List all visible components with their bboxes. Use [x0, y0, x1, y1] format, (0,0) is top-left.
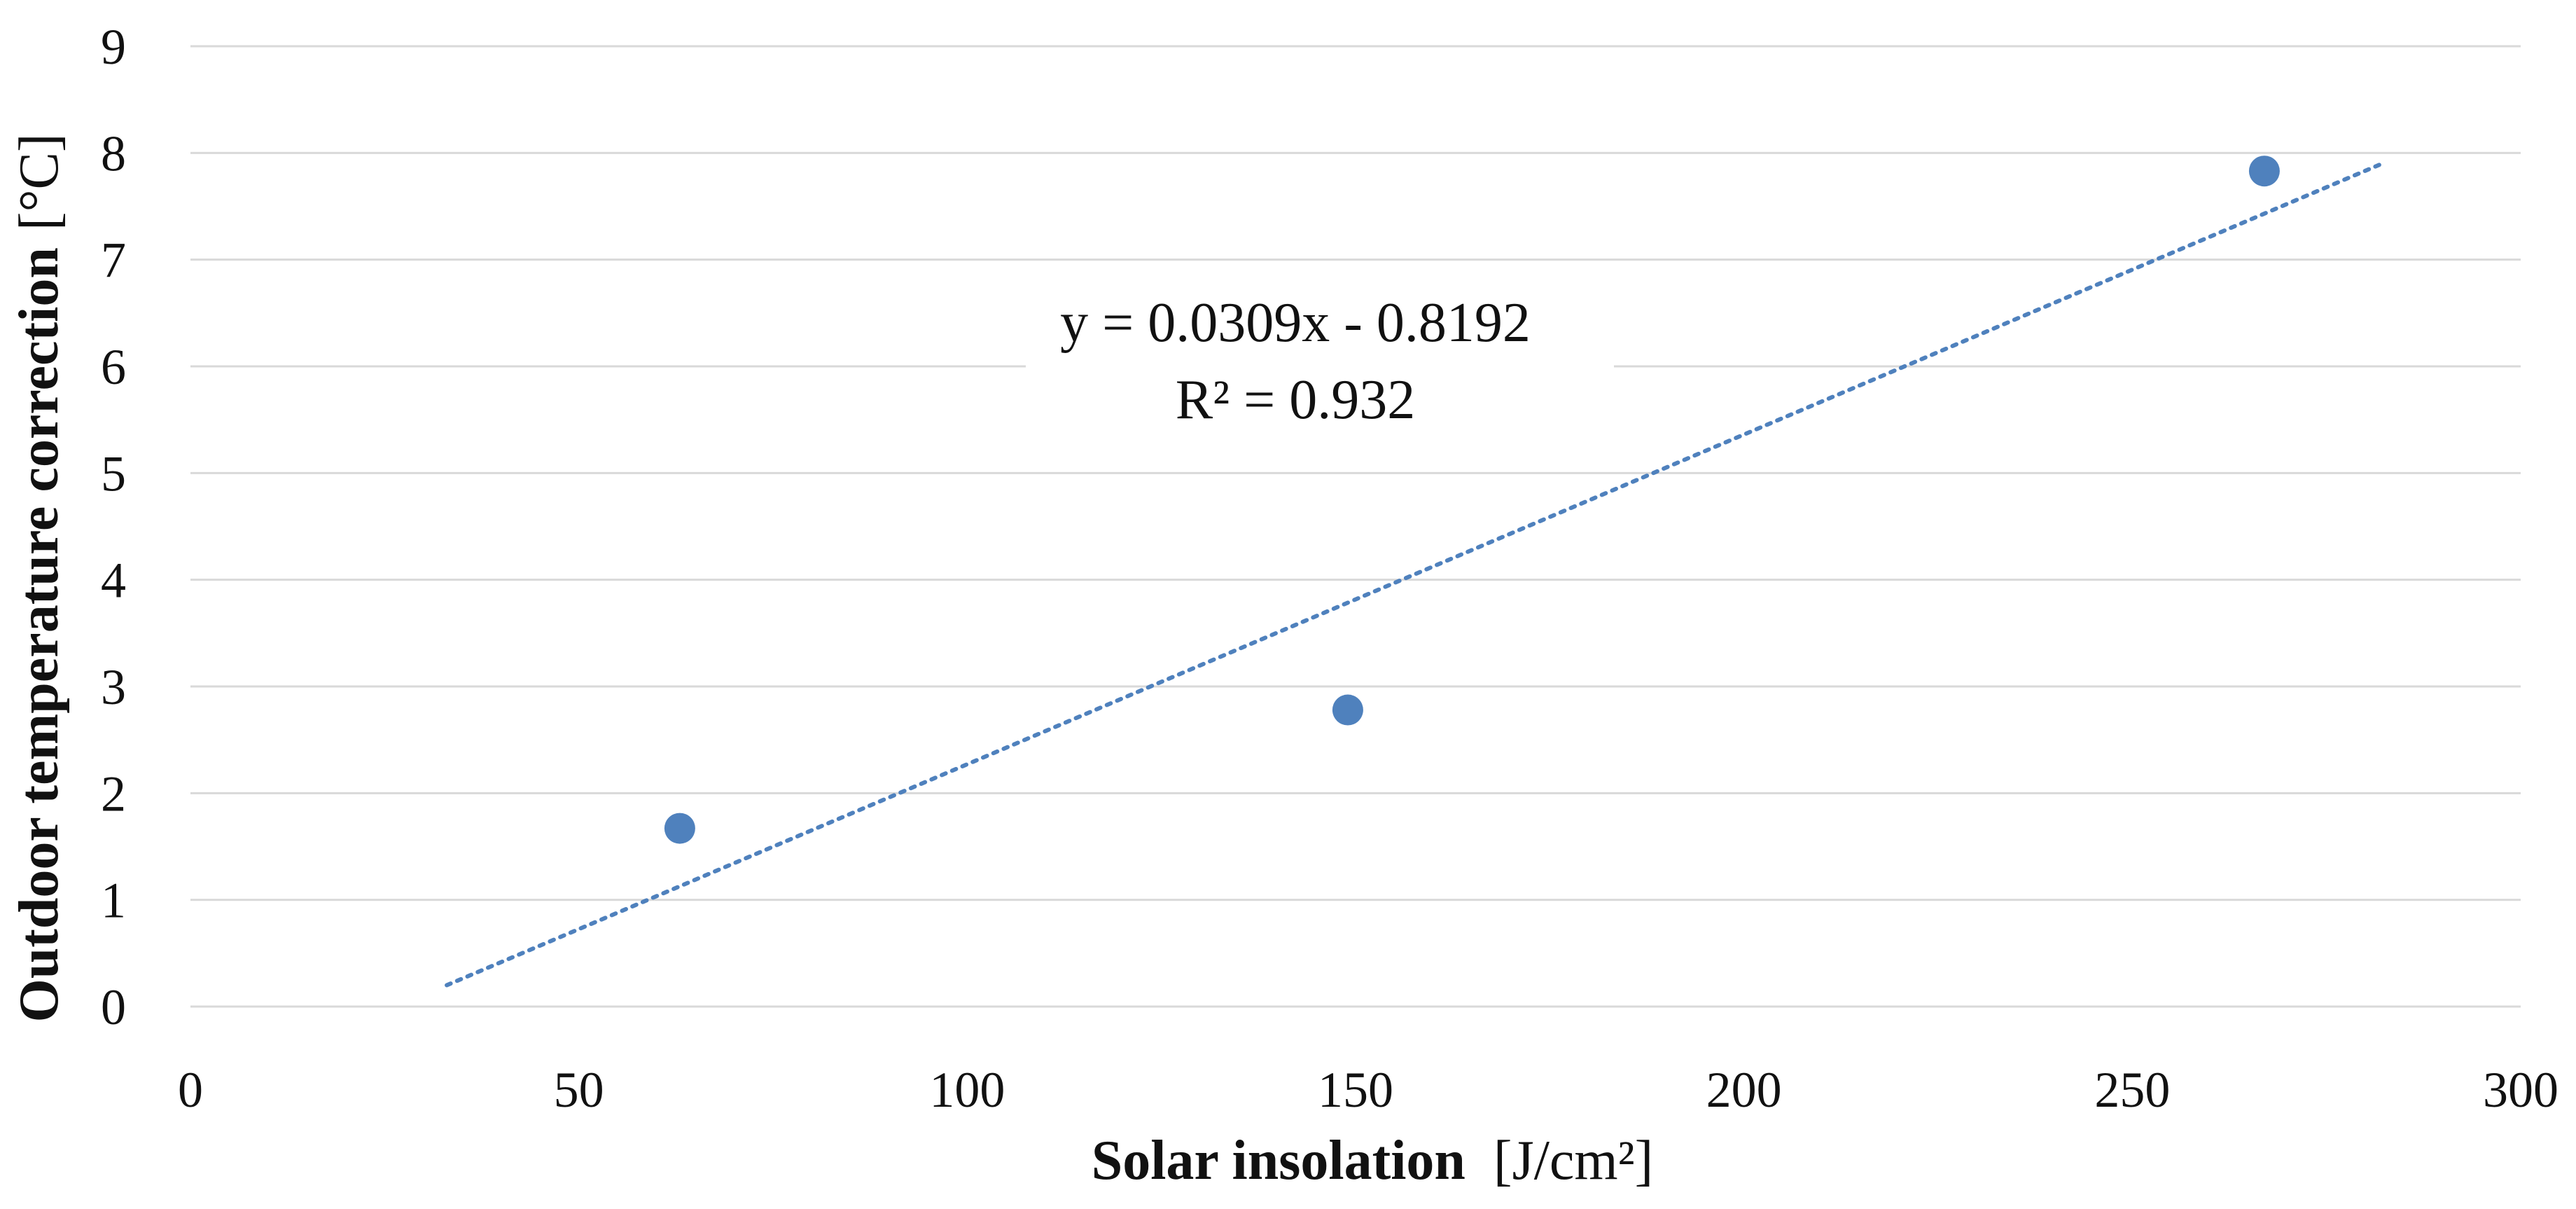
x-axis-title: Solar insolation [J/cm²]: [1092, 1130, 1654, 1191]
y-tick-label: 5: [101, 445, 126, 502]
data-point: [664, 813, 695, 844]
x-axis-label: Solar insolation: [1092, 1130, 1465, 1191]
data-point: [1332, 694, 1363, 726]
gridlines: [190, 45, 2521, 1008]
y-tick-label: 1: [101, 873, 126, 929]
trendline: [445, 162, 2383, 988]
y-axis-unit: [°C]: [8, 133, 70, 230]
y-tick-label: 0: [101, 979, 126, 1035]
x-tick-label: 50: [554, 1062, 604, 1118]
y-tick-label: 6: [101, 339, 126, 395]
x-tick-label: 150: [1318, 1062, 1393, 1118]
trendline-layer: [445, 162, 2383, 988]
x-tick-label: 250: [2094, 1062, 2170, 1118]
y-tick-label: 3: [101, 659, 126, 715]
trendline-equation: y = 0.0309x - 0.8192: [1060, 292, 1531, 354]
tick-labels: 0 1 2 3 4 5 6 7 8 9 0 50 100 150 200 250 300: [101, 19, 2558, 1118]
x-tick-label: 100: [929, 1062, 1005, 1118]
y-tick-label: 4: [101, 553, 126, 609]
y-axis-label: Outdoor temperature correction: [8, 247, 70, 1022]
y-tick-label: 9: [101, 19, 126, 75]
y-tick-label: 2: [101, 766, 126, 822]
y-tick-label: 8: [101, 125, 126, 181]
x-tick-label: 300: [2483, 1062, 2558, 1118]
trendline-r-squared: R² = 0.932: [1176, 369, 1415, 431]
y-tick-label: 7: [101, 233, 126, 289]
data-points: [664, 156, 2280, 844]
x-tick-label: 200: [1706, 1062, 1782, 1118]
data-point: [2248, 156, 2280, 187]
y-axis-title: Outdoor temperature correction [°C]: [8, 133, 70, 1022]
x-axis-unit: [J/cm²]: [1494, 1130, 1653, 1191]
equation-label-background: [1026, 280, 1614, 427]
trendline-equation-label: y = 0.0309x - 0.8192 R² = 0.932: [1026, 280, 1614, 431]
x-tick-label: 0: [178, 1062, 203, 1118]
